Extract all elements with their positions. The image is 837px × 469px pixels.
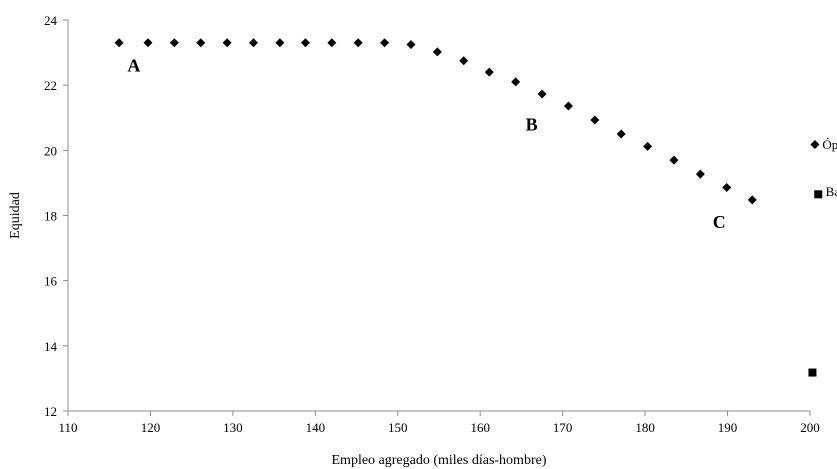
diamond-data-point [810,139,820,149]
diamond-data-point [537,89,547,99]
diamond-data-point [669,155,679,165]
diamond-data-point [747,195,757,205]
y-tick-label: 24 [44,13,58,28]
diamond-data-point [300,38,310,48]
diamond-data-point [114,38,124,48]
diamond-data-point [143,38,153,48]
diamond-data-point [695,169,705,179]
diamond-data-point [563,101,573,111]
square-data-point [808,368,817,377]
diamond-data-point [327,38,337,48]
y-axis-title: Equidad [8,192,23,239]
diamond-data-point [459,56,469,66]
diamond-data-point [196,38,206,48]
x-tick-label: 150 [388,420,408,435]
point-label-a: A [127,56,140,76]
x-tick-label: 160 [470,420,490,435]
data-points [114,38,823,377]
diamond-data-point [406,39,416,49]
annotations: A B C Óptimo Base [127,56,837,232]
y-tick-label: 14 [44,339,58,354]
axis-ticks: 110 120 130 140 150 160 170 180 190 200 12 14 16 18 20… [44,13,820,435]
x-tick-label: 110 [58,420,77,435]
diamond-data-point [722,182,732,192]
annotation-label: Óptimo [822,137,837,152]
x-tick-label: 170 [553,420,573,435]
diamond-data-point [353,38,363,48]
y-tick-label: 20 [44,143,57,158]
diamond-data-point [249,38,258,48]
x-tick-label: 180 [635,420,655,435]
y-tick-label: 12 [44,404,57,419]
diamond-data-point [643,141,653,151]
y-tick-label: 22 [44,78,57,93]
diamond-data-point [380,38,390,48]
square-data-point [814,190,823,199]
x-tick-label: 200 [800,420,820,435]
diamond-data-point [169,38,179,48]
x-axis-title: Empleo agregado (miles días-hombre) [332,453,547,468]
diamond-data-point [511,77,521,87]
diamond-data-point [590,115,600,125]
annotation-label: Base [826,184,837,199]
diamond-data-point [432,47,442,57]
y-tick-label: 18 [44,209,57,224]
x-tick-label: 120 [141,420,161,435]
x-tick-label: 190 [718,420,738,435]
diamond-data-point [275,38,285,48]
y-tick-label: 16 [44,274,58,289]
point-label-b: B [526,114,538,134]
point-label-c: C [713,212,726,232]
diamond-data-point [222,38,232,48]
diamond-data-point [616,129,626,139]
x-tick-label: 130 [223,420,243,435]
diamond-data-point [484,67,494,77]
x-tick-label: 140 [306,420,326,435]
